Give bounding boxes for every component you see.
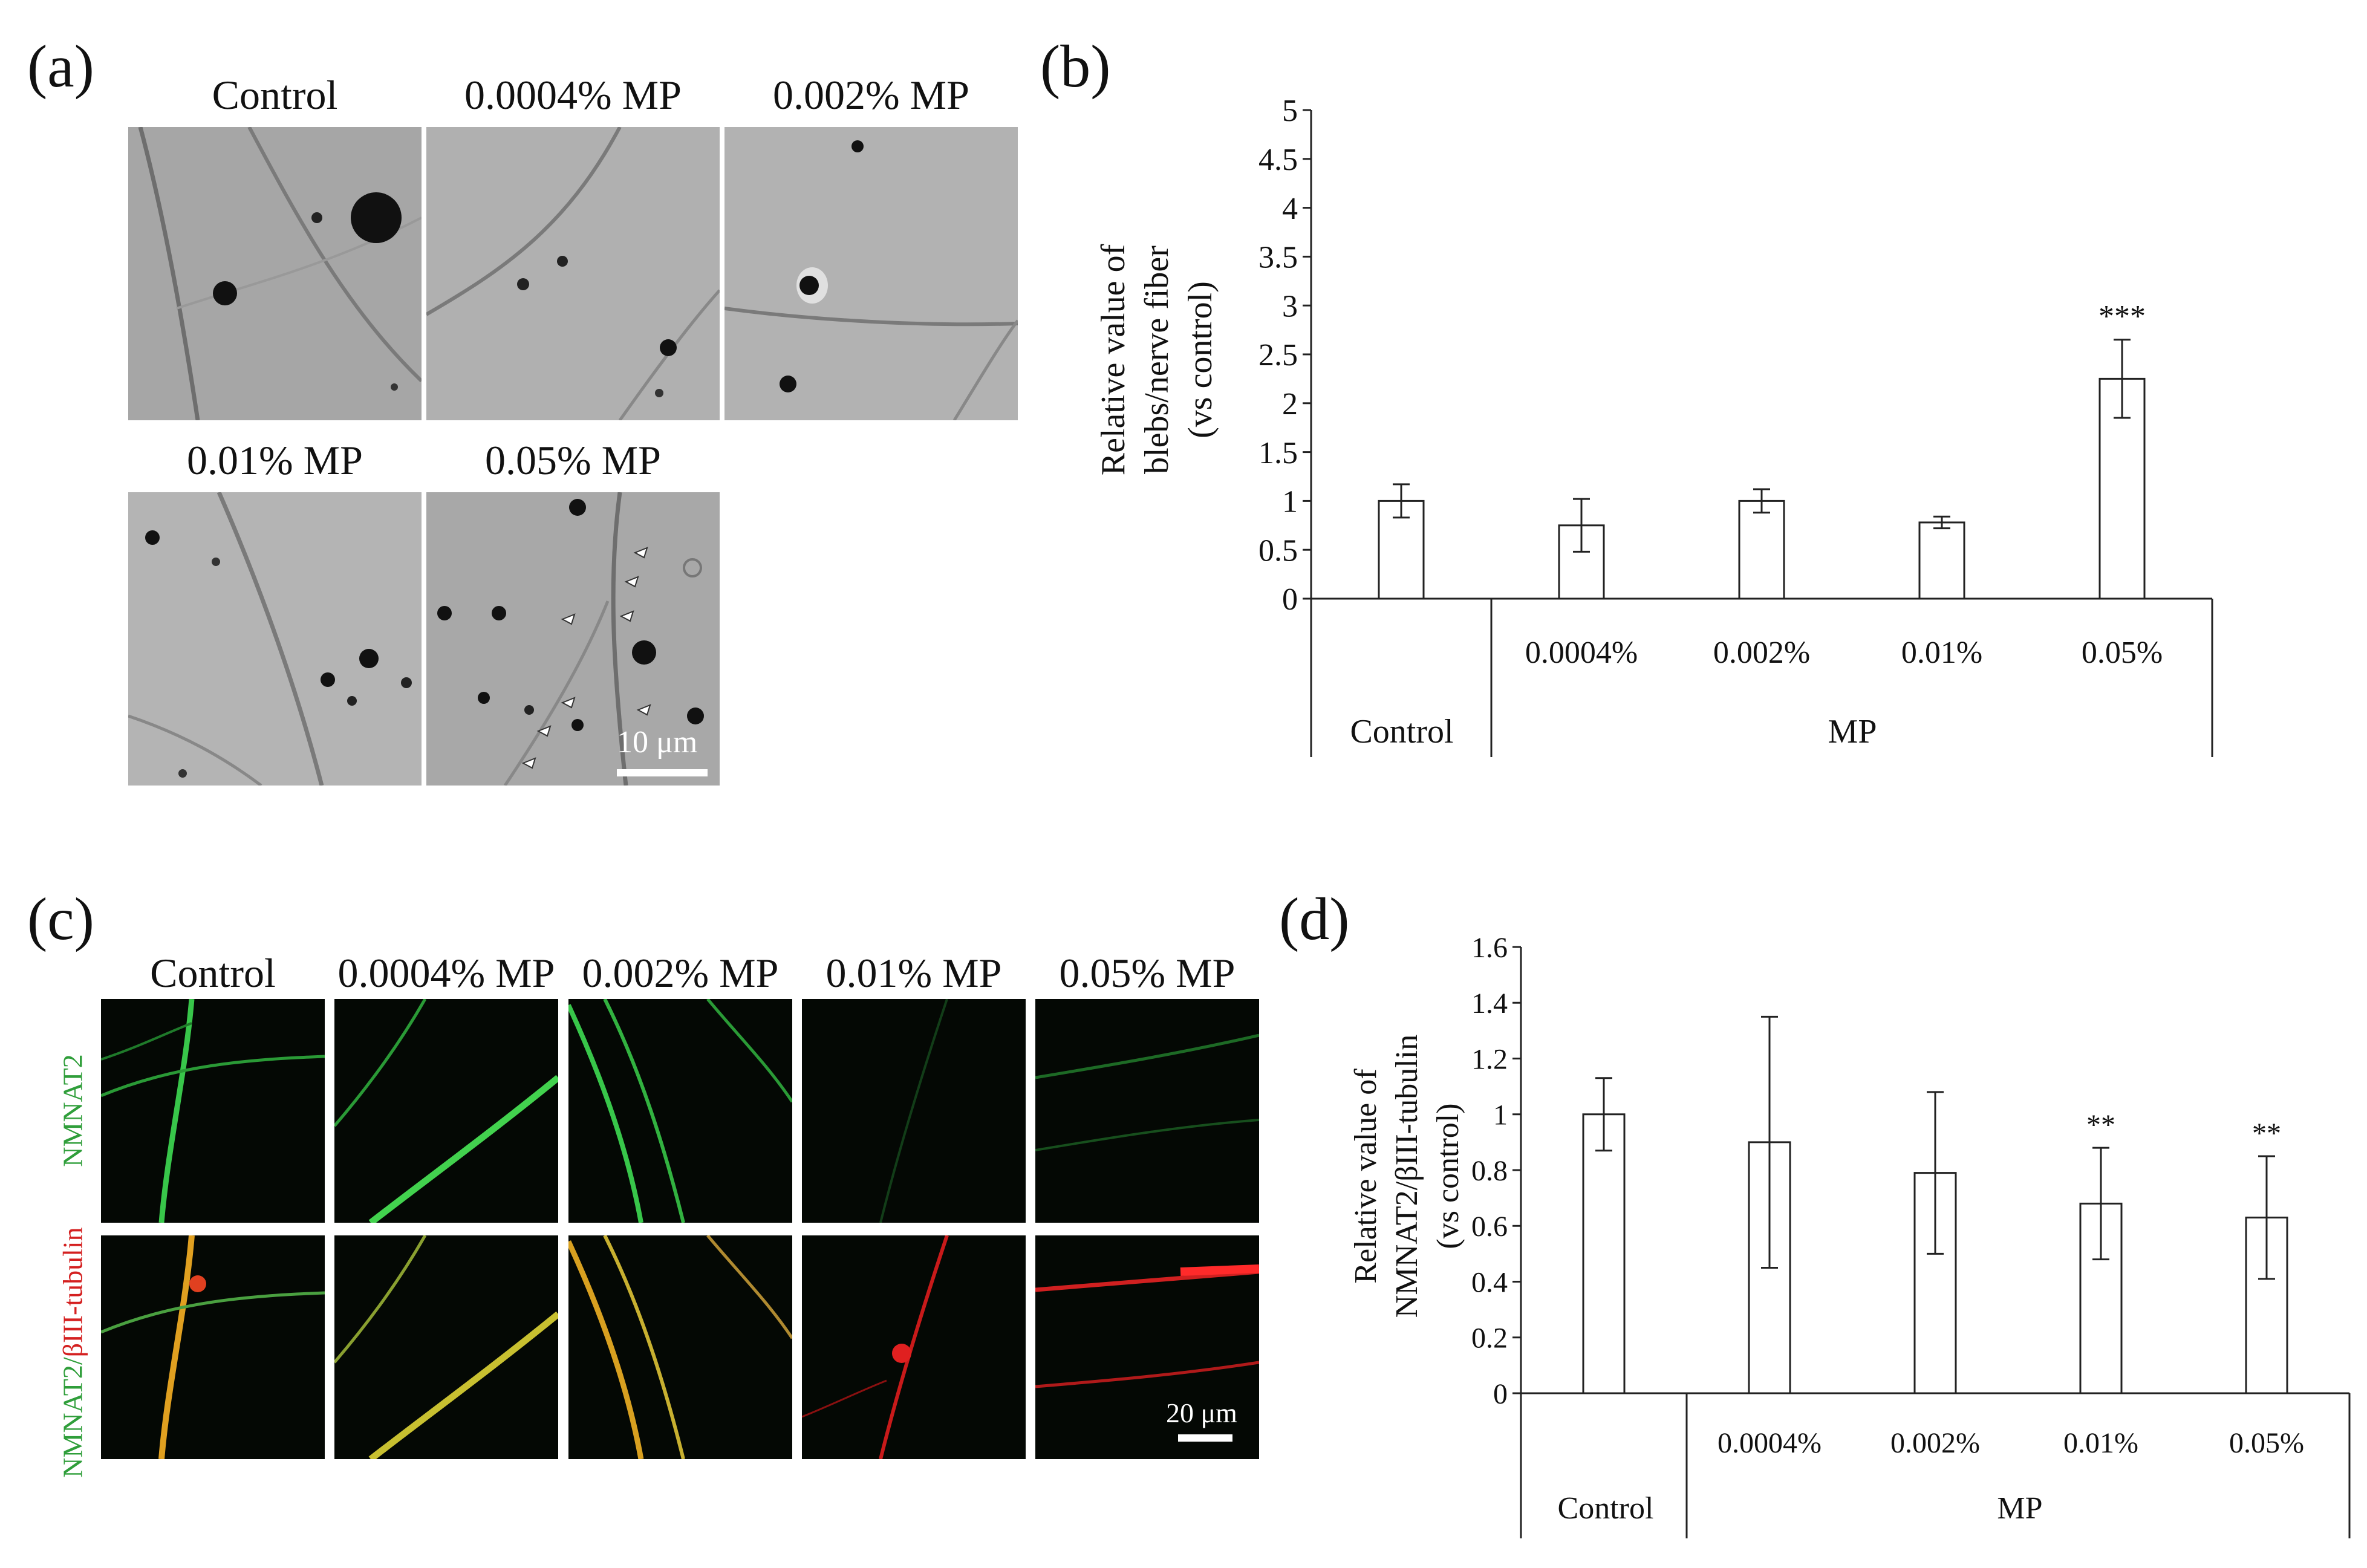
panel-b-group-control: Control [1350, 713, 1454, 750]
panel-b-group-mp: MP [1828, 713, 1877, 750]
chart-d-ytick-label: 0.4 [1471, 1266, 1508, 1298]
fluor-merge-0.002 [568, 1235, 792, 1459]
panel-c-label-0.002: 0.002% MP [582, 950, 779, 996]
chart-d-category-label: 0.0004% [1717, 1427, 1822, 1459]
chart-d-category-label: 0.002% [1890, 1427, 1980, 1459]
panel-c-label-control: Control [150, 950, 276, 996]
chart-d-ytick-label: 0.6 [1471, 1211, 1508, 1243]
chart-b-ytick-label: 2 [1282, 387, 1298, 421]
chart-b-bar [1918, 521, 1965, 600]
chart-b-bar [1738, 499, 1785, 600]
chart-b-category-label: 0.05% [2082, 636, 2163, 670]
panel-a-label-0.05: 0.05% MP [485, 437, 661, 483]
panel-d-letter: (d) [1279, 885, 1350, 952]
chart-d-ytick-label: 0.2 [1471, 1322, 1508, 1355]
chart-b-ytick-label: 2.5 [1258, 338, 1298, 372]
chart-b: 0 0.5 1 1.5 2 2.5 3 3.5 4 4.5 5 0.0004% 0.002% 0.01% *… [1258, 94, 2213, 757]
panel-c-scale-bar [1178, 1434, 1232, 1442]
fluor-green-0.0004 [334, 999, 558, 1223]
chart-b-ytick-label: 5 [1282, 94, 1298, 128]
fluor-merge-control [101, 1235, 325, 1459]
chart-b-ytick-label: 3.5 [1258, 241, 1298, 275]
chart-d-bar [1582, 1113, 1626, 1394]
micrograph-0.002 [724, 127, 1018, 420]
chart-b-ytick-label: 0.5 [1258, 533, 1298, 568]
panel-a-letter: (a) [27, 33, 94, 100]
chart-b-ytick-label: 0 [1282, 582, 1298, 617]
fluor-green-0.05 [1035, 999, 1259, 1223]
chart-d-ytick-label: 1 [1493, 1099, 1508, 1131]
chart-b-category-label: 0.002% [1713, 636, 1810, 670]
chart-b-significance: *** [2098, 299, 2146, 334]
micrograph-control [128, 127, 422, 420]
chart-d-ytick-label: 0.8 [1471, 1155, 1508, 1187]
micrograph-0.01 [128, 492, 422, 786]
panel-a-scale-bar-label: 10 μm [617, 725, 698, 760]
panel-c-scale-bar-label: 20 μm [1166, 1397, 1237, 1428]
panel-c-label-0.0004: 0.0004% MP [337, 950, 555, 996]
fluor-green-0.002 [568, 999, 792, 1223]
fluor-merge-0.0004 [334, 1235, 558, 1459]
chart-d-ytick-label: 0 [1493, 1378, 1508, 1410]
panel-c-label-0.05: 0.05% MP [1059, 950, 1236, 996]
panel-b-letter: (b) [1040, 33, 1111, 100]
chart-d-ytick-label: 1.6 [1471, 932, 1508, 964]
chart-d-ytick-label: 1.4 [1471, 987, 1508, 1020]
fluor-merge-0.01 [802, 1235, 1026, 1459]
chart-b-ytick-label: 4 [1282, 192, 1298, 226]
micrograph-0.05 [426, 492, 720, 786]
chart-b-category-label: 0.0004% [1525, 636, 1638, 670]
panel-d-group-control: Control [1557, 1491, 1654, 1526]
panel-a-scale-bar [617, 769, 708, 776]
chart-b-ytick-label: 1 [1282, 485, 1298, 519]
panel-a-label-0.01: 0.01% MP [187, 437, 363, 483]
chart-d: 0 0.2 0.4 0.6 0.8 1 1.2 1.4 1.6 0.0004% 0.002% ** 0.… [1471, 932, 2351, 1538]
panel-c-label-0.01: 0.01% MP [825, 950, 1002, 996]
chart-b-ytick-label: 1.5 [1258, 436, 1298, 470]
chart-b-category-label: 0.01% [1901, 636, 1982, 670]
panel-a-label-0.002: 0.002% MP [773, 72, 969, 118]
panel-a-label-0.0004: 0.0004% MP [464, 72, 682, 118]
chart-b-ytick-label: 3 [1282, 289, 1298, 324]
panel-d-group-mp: MP [1997, 1491, 2043, 1526]
fluor-green-control [101, 999, 325, 1223]
fluor-merge-0.05 [1035, 1235, 1259, 1459]
chart-d-significance: ** [2086, 1109, 2115, 1141]
chart-d-significance: ** [2252, 1117, 2281, 1150]
chart-d-category-label: 0.01% [2063, 1427, 2138, 1459]
chart-d-category-label: 0.05% [2229, 1427, 2304, 1459]
chart-b-ytick-label: 4.5 [1258, 143, 1298, 177]
panel-c-letter: (c) [27, 885, 94, 952]
micrograph-0.0004 [426, 127, 720, 420]
chart-d-ytick-label: 1.2 [1471, 1043, 1508, 1075]
panel-a-label-control: Control [212, 72, 338, 118]
fluor-green-0.01 [802, 999, 1026, 1223]
